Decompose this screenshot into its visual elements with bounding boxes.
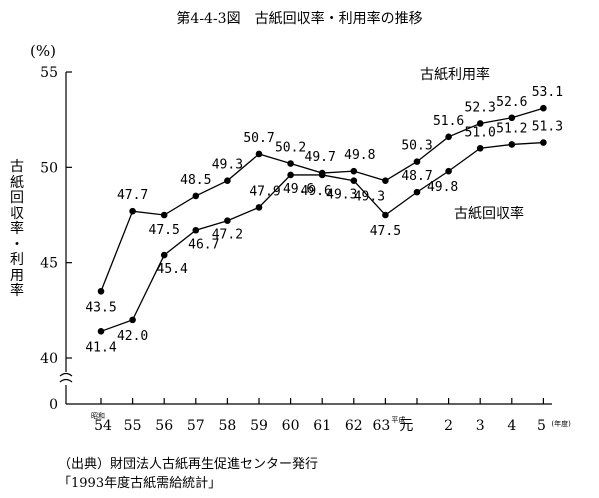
data-point [350,177,358,184]
x-tick-label: 62 [345,418,363,434]
data-point [192,192,200,200]
data-point [97,287,105,295]
x-tick-note: 平成 [391,415,405,424]
data-label: 48.5 [180,173,211,188]
data-label: 53.1 [532,85,563,100]
data-point [382,211,389,219]
data-label: 46.7 [188,237,219,252]
data-label: 49.8 [344,148,375,163]
data-label: 49.6 [301,184,332,199]
data-label: 49.8 [427,180,458,195]
x-tick-label: 2 [444,418,453,434]
data-point [318,171,326,179]
y-tick-label: 45 [40,256,58,272]
source-line-1: （出典）財団法人古紙再生促進センター発行 [58,457,319,472]
data-point [413,158,421,165]
data-label: 49.3 [212,158,243,173]
data-point [508,141,516,148]
data-label: 48.7 [401,169,432,184]
data-label: 51.6 [433,114,464,129]
axis-break-mark [59,372,73,383]
x-tick-label: 56 [155,418,173,434]
data-point [255,150,263,158]
data-point [508,114,516,122]
x-tick-label: 58 [218,418,236,434]
series-name-usage: 古紙利用率 [420,66,490,83]
data-point [476,144,484,152]
data-label: 47.2 [212,228,243,243]
x-tick-label: 60 [282,418,300,434]
data-point [540,104,547,112]
series-name-recovery: 古紙回収率 [454,205,524,222]
data-point [129,207,136,215]
data-point [350,167,358,175]
data-point [540,139,547,146]
data-point [224,217,231,225]
data-point [287,160,294,167]
x-tick-label: 元 [399,418,413,434]
data-label: 49.6 [283,182,314,197]
data-point [287,171,294,179]
data-point [224,177,231,184]
y-axis-label: 古紙回収率・利用率 [10,159,24,299]
data-label: 49.7 [305,150,336,165]
x-tick-label: 59 [250,418,268,434]
x-tick-label: 61 [313,418,331,434]
data-label: 47.5 [149,223,180,238]
data-label: 50.7 [243,131,274,146]
chart-title: 第4-4-3図 古紙回収率・利用率の推移 [176,11,423,27]
x-tick-label: 3 [476,418,485,434]
data-label: 50.2 [275,141,306,156]
data-label: 51.3 [532,120,563,135]
data-label: 47.7 [117,188,148,203]
data-label: 51.0 [465,125,496,140]
x-tick-label: 63 [372,418,390,434]
x-tick-label: 4 [507,418,516,434]
data-label: 49.3 [326,188,357,203]
data-point [382,177,389,184]
data-point [129,316,136,324]
x-tick-label: 54 [94,418,112,434]
data-point [445,133,452,141]
data-point [255,204,263,211]
source-note: （出典）財団法人古紙再生促進センター発行 「1993年度古紙需給統計」 [58,455,318,493]
x-tick-label: 5 [537,418,546,434]
x-tick-note: 昭和 [91,411,105,420]
y-tick-label: 55 [40,65,58,81]
y-tick-label: 40 [40,351,58,367]
data-point [160,251,168,259]
x-tick-note: (年度) [551,419,571,428]
data-point [160,211,168,219]
data-point [476,120,484,127]
data-label: 52.6 [496,95,527,110]
data-label: 43.5 [85,300,116,315]
data-label: 47.5 [370,224,401,239]
data-point [97,328,105,335]
x-tick-label: 57 [187,418,205,434]
data-label: 51.2 [496,121,527,136]
y-tick-label: 0 [49,397,58,413]
y-tick-label: 50 [40,160,58,176]
data-point [192,226,200,234]
x-tick-label: 55 [124,418,142,434]
data-label: 50.3 [401,139,432,154]
data-label: 47.9 [249,184,280,199]
source-line-2: 「1993年度古紙需給統計」 [58,476,222,491]
data-label: 42.0 [117,329,148,344]
y-unit-label: (%) [30,42,56,60]
data-label: 52.3 [465,100,496,115]
data-point [413,188,421,196]
data-label: 41.4 [85,340,116,355]
data-label: 45.4 [157,262,188,277]
data-point [445,167,452,175]
